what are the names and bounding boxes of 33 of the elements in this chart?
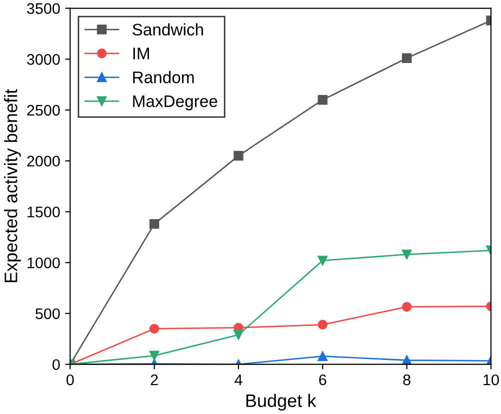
x-tick-label: 0 <box>66 374 74 386</box>
x-tick-label: 10 <box>484 374 499 386</box>
point <box>149 324 160 334</box>
point <box>149 219 160 229</box>
x-tick-label: 4 <box>234 374 242 386</box>
y-tick-label: 3500 <box>27 3 60 14</box>
y-tick-label: 1500 <box>28 206 60 218</box>
legend-label: MaxDegree <box>133 96 218 110</box>
legend-label: IM <box>133 48 149 60</box>
x-tick-label: 2 <box>150 374 158 386</box>
x-tick-label: 8 <box>403 374 410 386</box>
point <box>402 250 412 260</box>
point <box>318 351 328 362</box>
legend-label: Sandwich <box>132 23 203 36</box>
x-tick-label: 6 <box>319 374 326 386</box>
y-tick-label: 2000 <box>27 156 60 167</box>
point <box>402 302 412 312</box>
y-tick-label: 2500 <box>27 104 60 116</box>
y-tick-label: 3000 <box>27 54 60 65</box>
point <box>149 350 160 361</box>
point <box>318 256 328 266</box>
point <box>234 330 244 340</box>
y-axis-title: Expected activity benefit <box>4 89 21 282</box>
point <box>234 150 244 161</box>
legend-label: Random <box>133 71 194 84</box>
x-axis-title: Budget k <box>246 394 316 411</box>
point <box>318 320 328 330</box>
y-tick-label: 0 <box>52 359 60 370</box>
point <box>402 355 412 364</box>
point <box>402 53 412 63</box>
y-tick-label: 500 <box>36 308 60 320</box>
point <box>318 94 328 105</box>
y-tick-label: 1000 <box>28 257 60 268</box>
